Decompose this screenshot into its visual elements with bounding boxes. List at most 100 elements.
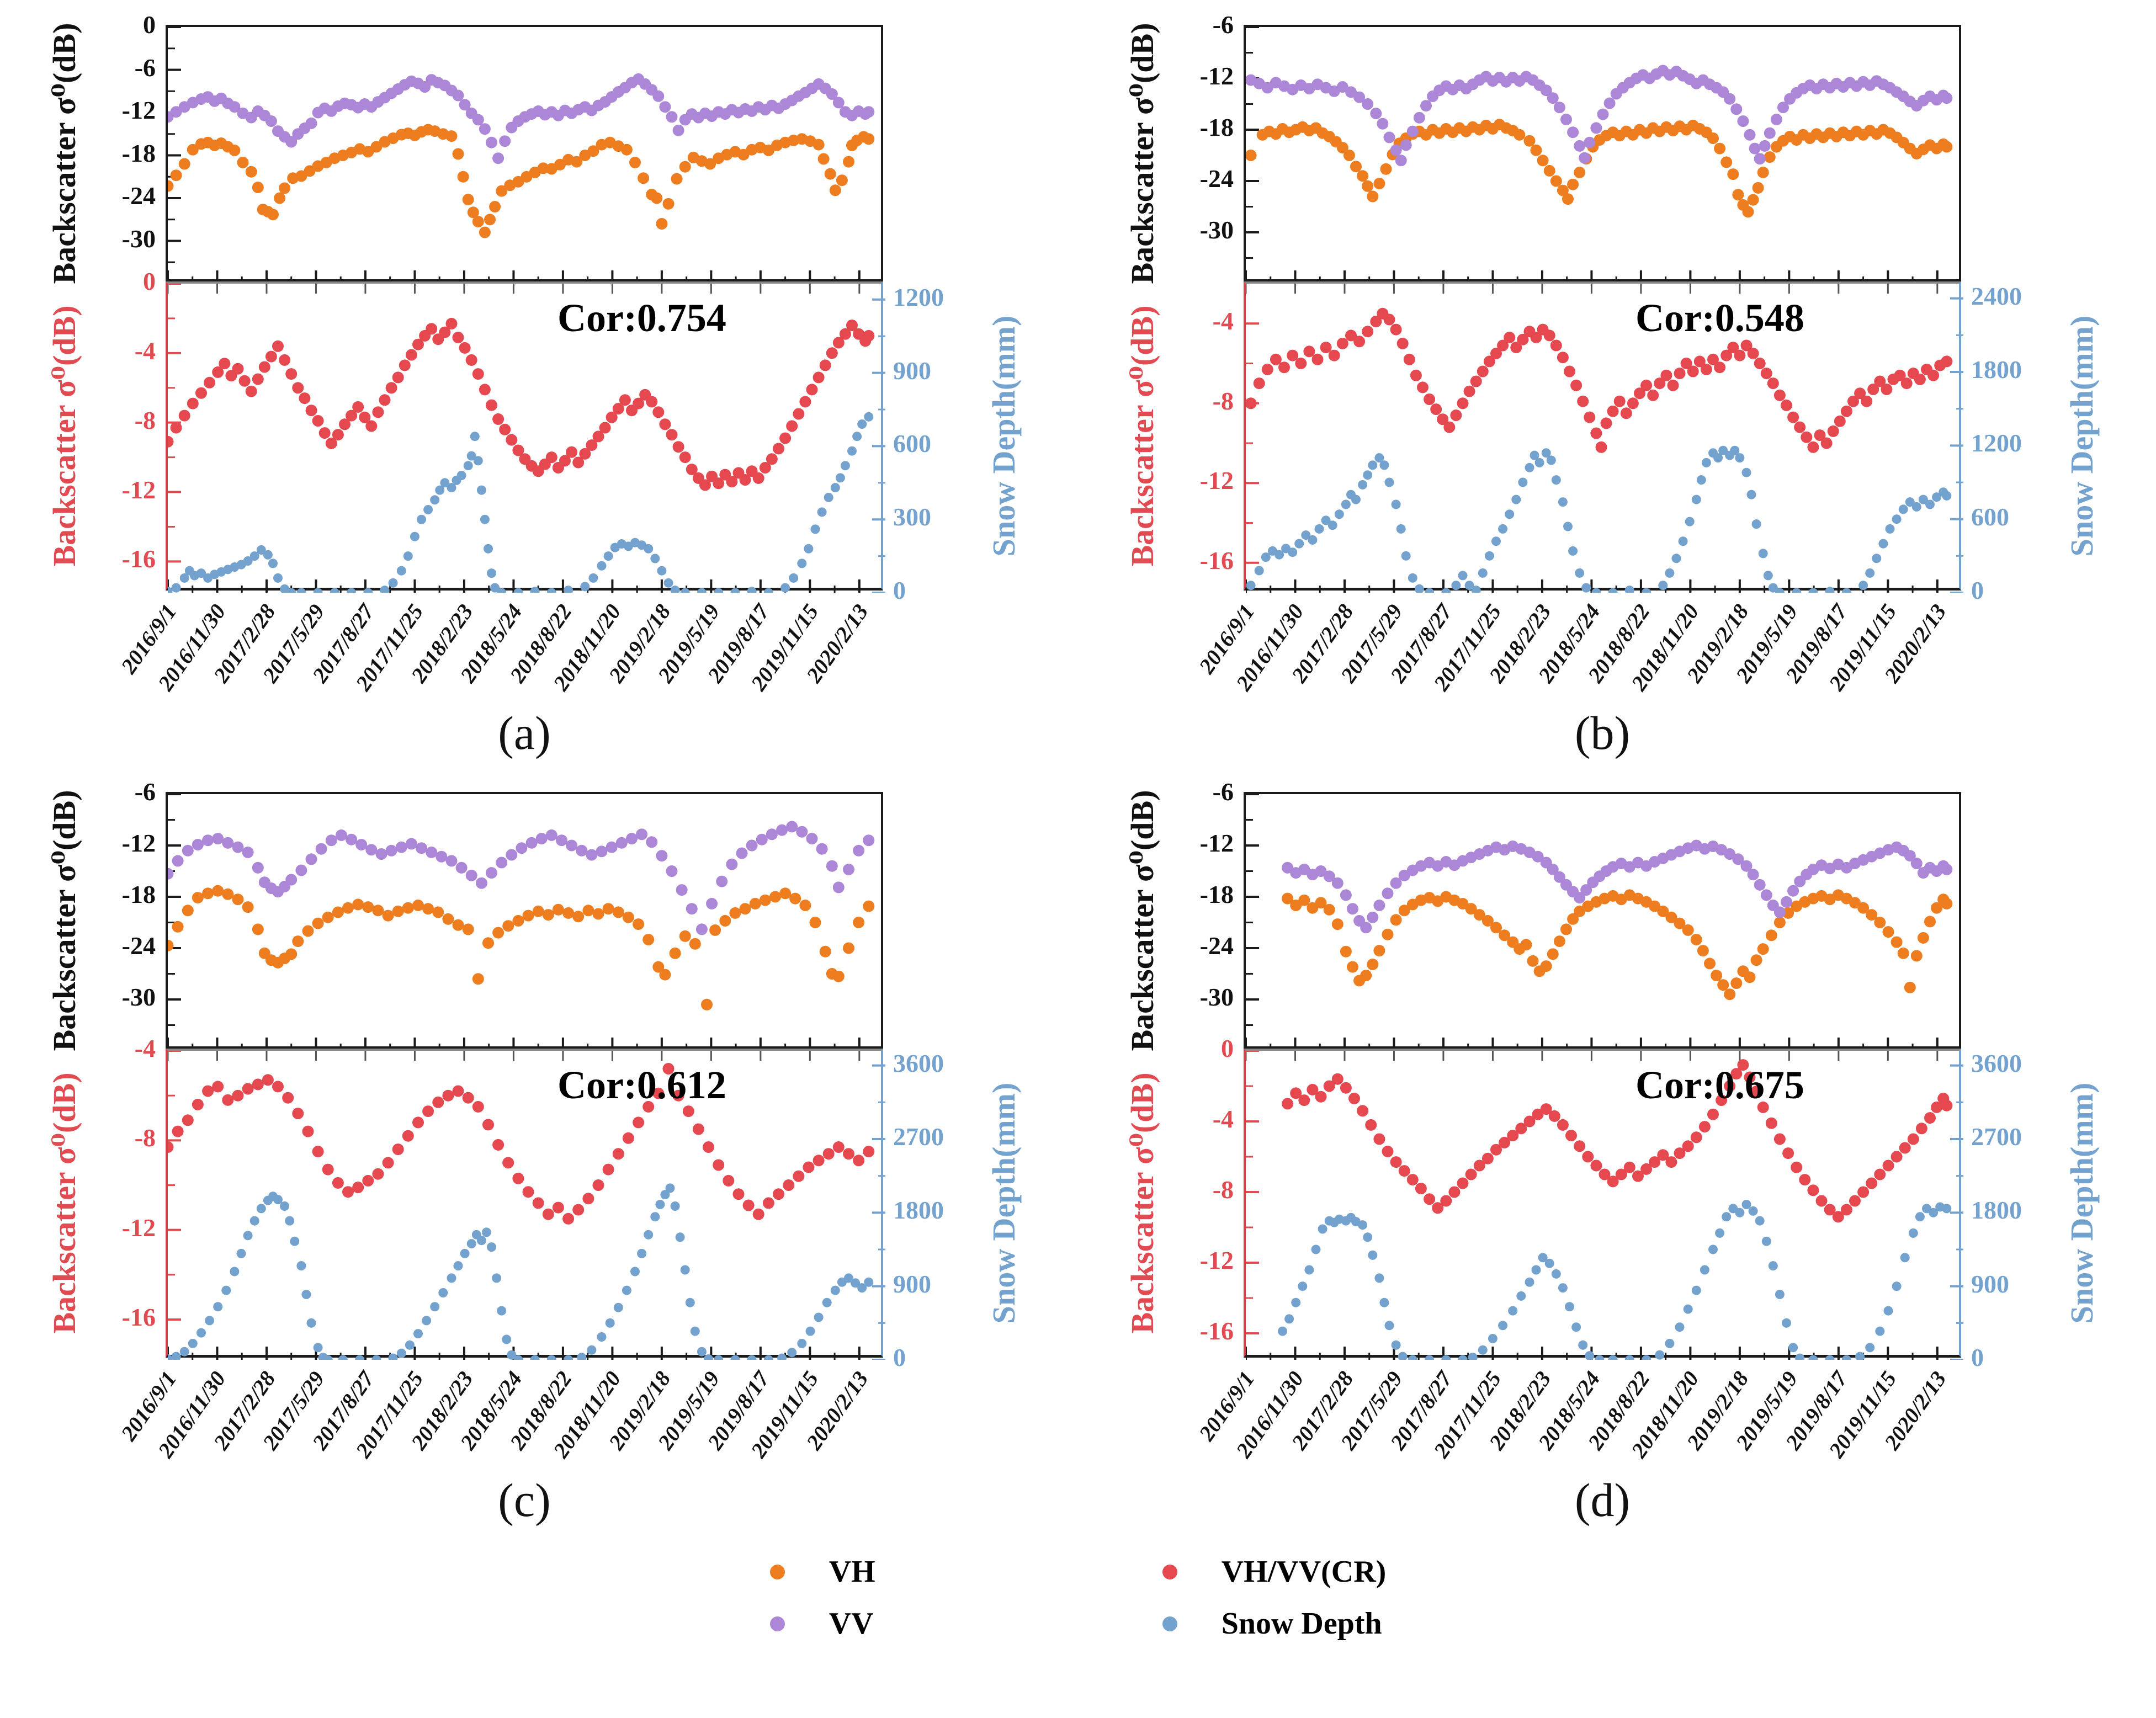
- vh-data-point: [1752, 182, 1764, 194]
- vh-data-point: [809, 917, 821, 928]
- cr-data-point: [1615, 1168, 1627, 1180]
- snow-depth-data-point: [435, 485, 445, 495]
- cr-data-point: [793, 408, 805, 420]
- snow-depth-data-point: [476, 1236, 486, 1246]
- y-tick-label: 600: [1971, 502, 2009, 531]
- cr-data-point: [499, 423, 511, 435]
- snow-depth-data-point: [1498, 1321, 1508, 1331]
- cr-data-point: [312, 1146, 324, 1158]
- vh-data-point: [312, 917, 324, 929]
- vv-data-point: [325, 834, 337, 847]
- cr-data-point: [1357, 1105, 1369, 1117]
- snow-depth-data-point: [1531, 1265, 1541, 1275]
- vh-data-point: [1537, 155, 1549, 167]
- snow-depth-data-point: [1578, 1340, 1588, 1350]
- snow-depth-data-point: [804, 544, 814, 554]
- cr-data-point: [1307, 1083, 1319, 1095]
- cr-data-point: [1899, 1142, 1911, 1154]
- snow-depth-data-point: [1585, 1351, 1595, 1360]
- vh-data-point: [1557, 184, 1569, 196]
- vv-data-point: [652, 90, 665, 102]
- vh-data-point: [274, 192, 286, 204]
- vv-data-point: [1724, 93, 1736, 105]
- snow-depth-data-point: [1261, 552, 1271, 562]
- cr-data-point: [786, 420, 798, 432]
- vv-data-point: [1367, 911, 1379, 923]
- cr-data-point: [1483, 355, 1495, 368]
- cr-data-point: [832, 337, 845, 349]
- vh-data-point: [342, 902, 354, 914]
- vh-data-point: [1711, 970, 1723, 982]
- snow-depth-data-point: [249, 551, 259, 561]
- cr-data-point: [592, 1179, 604, 1191]
- vv-data-point: [459, 99, 471, 111]
- vh-data-point: [1340, 945, 1352, 958]
- snow-depth-data-point: [1908, 1228, 1918, 1238]
- snow-depth-data-point: [637, 1248, 647, 1258]
- vv-data-point: [496, 857, 508, 869]
- vh-data-point: [1367, 190, 1379, 203]
- cr-data-point: [1847, 395, 1859, 407]
- vv-data-point: [486, 867, 497, 879]
- vv-data-point: [832, 97, 845, 109]
- cr-data-point: [566, 446, 578, 458]
- snow-depth-data-point: [1478, 568, 1488, 578]
- vh-data-point: [1499, 929, 1511, 942]
- cr-data-point: [432, 1096, 444, 1108]
- snow-depth-data-point: [460, 1248, 470, 1258]
- snow-depth-data-point: [422, 1316, 432, 1326]
- snow-depth-data-point: [1763, 571, 1773, 581]
- cr-data-point: [1907, 1133, 1919, 1145]
- vh-data-point: [267, 209, 279, 221]
- vv-data-point: [556, 834, 567, 847]
- vv-data-point: [1584, 136, 1596, 148]
- snow-depth-data-point: [1441, 1355, 1451, 1360]
- snow-depth-data-point: [1498, 524, 1508, 534]
- snow-depth-data-point: [685, 1297, 695, 1307]
- y-tick-label: 2400: [1971, 281, 2022, 310]
- snow-depth-data-point: [1314, 524, 1324, 534]
- vv-data-point: [365, 844, 378, 856]
- snow-depth-data-point: [507, 1350, 517, 1360]
- vh-data-point: [1560, 923, 1572, 935]
- cr-data-point: [512, 1172, 524, 1184]
- y-tick-label: -18: [121, 880, 156, 908]
- cr-data-point: [679, 451, 691, 464]
- cr-data-point: [853, 1155, 865, 1167]
- cr-data-point: [212, 366, 224, 378]
- vh-data-point: [1567, 913, 1579, 925]
- snow-depth-data-point: [1665, 568, 1675, 578]
- vh-data-point: [1457, 897, 1469, 909]
- vh-data-point: [1290, 900, 1302, 911]
- cr-data-point: [1827, 425, 1839, 437]
- snow-depth-data-point: [644, 1230, 654, 1240]
- snow-depth-data-point: [230, 1267, 240, 1276]
- vh-data-point: [562, 907, 575, 919]
- cr-data-point: [672, 441, 684, 453]
- snow-depth-data-point: [847, 446, 857, 456]
- vh-data-point: [285, 948, 298, 960]
- snow-depth-data-point: [1825, 587, 1835, 593]
- cr-data-point: [282, 1092, 294, 1104]
- vh-data-point: [445, 130, 458, 142]
- vh-data-point: [172, 921, 184, 933]
- vv-data-point: [1781, 896, 1792, 908]
- cr-data-point: [1595, 441, 1607, 453]
- vv-data-point: [305, 853, 317, 865]
- vh-data-point: [669, 947, 681, 959]
- vh-data-point: [832, 970, 845, 982]
- snow-depth-data-point: [597, 561, 607, 571]
- vh-data-point: [836, 174, 848, 187]
- cr-data-point: [1574, 1140, 1586, 1152]
- cr-data-point: [1582, 1151, 1594, 1163]
- panel-c-snow-depth-label: Snow Depth(mm): [986, 1082, 1022, 1324]
- snow-depth-data-point: [1508, 1306, 1518, 1316]
- snow-depth-data-point: [1408, 1355, 1417, 1360]
- cr-data-point: [1481, 1152, 1494, 1164]
- cr-data-point: [1261, 363, 1273, 375]
- vh-data-point: [656, 218, 668, 230]
- cr-data-point: [1781, 399, 1792, 411]
- y-tick-label: -8: [1212, 386, 1234, 415]
- snow-depth-data-point: [546, 588, 556, 593]
- snow-depth-data-point: [306, 1318, 316, 1328]
